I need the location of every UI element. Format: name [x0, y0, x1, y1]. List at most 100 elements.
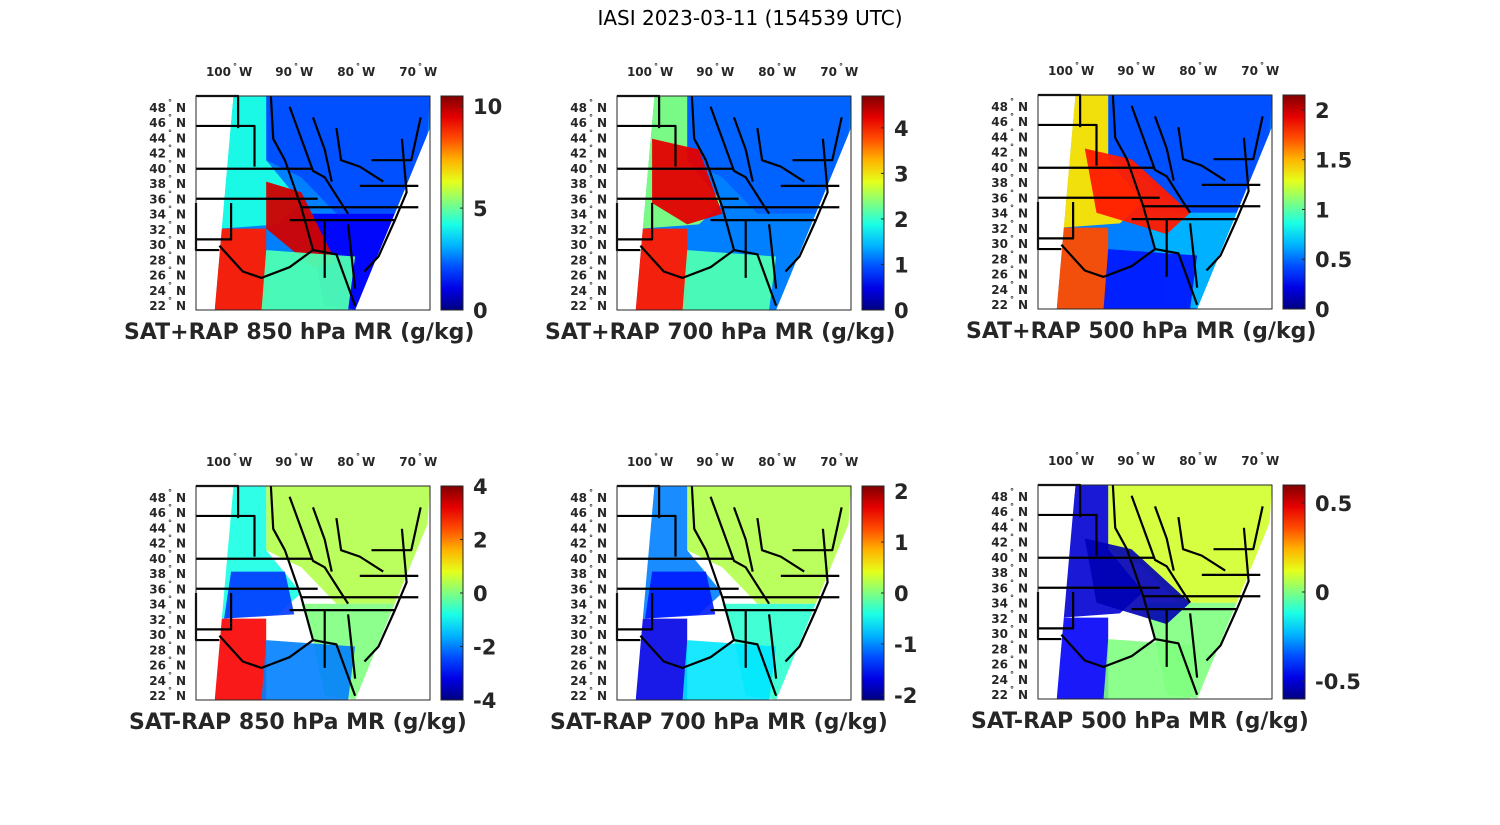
degree-symbol: ° — [1010, 563, 1014, 572]
degree-symbol: ° — [168, 220, 172, 229]
region-northeast-great-lakes — [1108, 95, 1272, 213]
axes-frame — [616, 95, 852, 311]
lat-hemisphere: N — [1018, 268, 1028, 282]
region-northeast-great-lakes — [266, 96, 430, 214]
lat-tick-label: 46 — [149, 506, 166, 520]
lat-tick-label: 42 — [991, 536, 1008, 550]
lat-hemisphere: N — [176, 506, 186, 520]
degree-symbol: ° — [715, 62, 719, 71]
lat-hemisphere: N — [176, 116, 186, 130]
lat-tick-label: 46 — [149, 116, 166, 130]
lat-tick-label: 48 — [991, 100, 1008, 114]
lon-tick-label: 90 — [1117, 454, 1134, 468]
map-svg: 100 ° W 90 ° W 80 ° W 70 ° W48 ° N46 ° N44 ° N42 ° N40 ° N38 °… — [991, 61, 1352, 322]
degree-symbol: ° — [1010, 112, 1014, 121]
lat-tick-label: 24 — [991, 673, 1008, 687]
lat-hemisphere: N — [176, 582, 186, 596]
colorbar-tick-label: 2 — [473, 529, 488, 553]
lon-hemisphere: W — [424, 455, 437, 469]
axes-frame — [1037, 94, 1273, 310]
lon-hemisphere: W — [660, 65, 673, 79]
lon-tick-label: 100 — [627, 65, 652, 79]
lat-tick-label: 38 — [991, 566, 1008, 580]
degree-symbol: ° — [168, 656, 172, 665]
lat-hemisphere: N — [176, 613, 186, 627]
degree-symbol: ° — [233, 452, 237, 461]
map-axes: 100 ° W 90 ° W 80 ° W 70 ° W48 ° N46 ° N44 ° N42 ° N40 ° N38 °… — [570, 62, 908, 323]
map-svg: 100 ° W 90 ° W 80 ° W 70 ° W48 ° N46 ° N44 ° N42 ° N40 ° N38 °… — [149, 452, 496, 713]
lon-tick-label: 80 — [758, 455, 775, 469]
state-boundaries — [615, 484, 843, 697]
degree-symbol: ° — [1010, 517, 1014, 526]
lat-hemisphere: N — [176, 284, 186, 298]
degree-symbol: ° — [1075, 451, 1079, 460]
colorbar-tick-label: 3 — [894, 162, 909, 186]
map-axes: 100 ° W 90 ° W 80 ° W 70 ° W48 ° N46 ° N44 ° N42 ° N40 ° N38 °… — [149, 452, 496, 713]
colorbar-tick-label: -4 — [473, 689, 496, 713]
lat-hemisphere: N — [176, 674, 186, 688]
lon-hemisphere: W — [424, 65, 437, 79]
lat-hemisphere: N — [176, 101, 186, 115]
colorbar-tick-label: 0 — [894, 299, 909, 323]
lat-hemisphere: N — [1018, 130, 1028, 144]
lat-hemisphere: N — [597, 598, 607, 612]
map-panel-1: 100 ° W 90 ° W 80 ° W 70 ° W 48 ° N 46 ° N 44 ° N 42 ° N 40 ° N 38 °… — [116, 56, 536, 356]
degree-symbol: ° — [418, 62, 422, 71]
map-panel-6: 100 ° W 90 ° W 80 ° W 70 ° W 48 ° N 46 ° N 44 ° N 42 ° N 40 ° N 38 °… — [958, 445, 1378, 745]
lat-hemisphere: N — [597, 552, 607, 566]
lat-tick-label: 48 — [149, 491, 166, 505]
lat-hemisphere: N — [176, 192, 186, 206]
degree-symbol: ° — [168, 266, 172, 275]
degree-symbol: ° — [777, 452, 781, 461]
degree-symbol: ° — [1010, 265, 1014, 274]
degree-symbol: ° — [589, 98, 593, 107]
lat-tick-label: 46 — [570, 506, 587, 520]
lon-tick-label: 100 — [627, 455, 652, 469]
colorbar-tick-label: 0 — [473, 582, 488, 606]
lat-hemisphere: N — [1018, 642, 1028, 656]
degree-symbol: ° — [1075, 61, 1079, 70]
degree-symbol: ° — [1010, 249, 1014, 258]
lat-tick-label: 22 — [149, 299, 166, 313]
lon-hemisphere: W — [660, 455, 673, 469]
colorbar: 0 1 2 3 4 — [861, 95, 909, 323]
lon-tick-label: 70 — [399, 455, 416, 469]
lat-hemisphere: N — [176, 598, 186, 612]
map-svg: 100 ° W 90 ° W 80 ° W 70 ° W48 ° N46 ° N44 ° N42 ° N40 ° N38 °… — [570, 62, 908, 323]
panel-title: SAT+RAP 850 hPa MR (g/kg) — [124, 320, 475, 345]
degree-symbol: ° — [168, 174, 172, 183]
degree-symbol: ° — [589, 488, 593, 497]
colorbar-tick-label: 0 — [1315, 298, 1330, 322]
lat-hemisphere: N — [597, 582, 607, 596]
colorbar-tick-label: 5 — [473, 197, 488, 221]
lon-hemisphere: W — [1204, 454, 1217, 468]
lat-tick-label: 32 — [991, 612, 1008, 626]
lat-tick-label: 38 — [991, 176, 1008, 190]
degree-symbol: ° — [168, 640, 172, 649]
degree-symbol: ° — [1010, 487, 1014, 496]
lat-tick-label: 26 — [570, 269, 587, 283]
lat-tick-label: 48 — [991, 490, 1008, 504]
degree-symbol: ° — [1010, 639, 1014, 648]
degree-symbol: ° — [589, 128, 593, 137]
degree-symbol: ° — [1010, 533, 1014, 542]
lat-hemisphere: N — [176, 659, 186, 673]
lat-hemisphere: N — [597, 491, 607, 505]
lat-tick-label: 32 — [991, 222, 1008, 236]
lat-hemisphere: N — [1018, 490, 1028, 504]
degree-symbol: ° — [1010, 127, 1014, 136]
degree-symbol: ° — [1260, 451, 1264, 460]
degree-symbol: ° — [1010, 143, 1014, 152]
lat-tick-label: 42 — [570, 147, 587, 161]
degree-symbol: ° — [589, 266, 593, 275]
degree-symbol: ° — [1010, 502, 1014, 511]
map-panel-3: 100 ° W 90 ° W 80 ° W 70 ° W 48 ° N 46 ° N 44 ° N 42 ° N 40 ° N 38 °… — [958, 55, 1378, 355]
lat-tick-label: 26 — [570, 659, 587, 673]
lat-tick-label: 30 — [149, 628, 166, 642]
panel-title: SAT-RAP 500 hPa MR (g/kg) — [971, 709, 1309, 734]
lon-hemisphere: W — [1142, 454, 1155, 468]
lon-hemisphere: W — [362, 455, 375, 469]
lat-tick-label: 34 — [991, 597, 1008, 611]
degree-symbol: ° — [589, 174, 593, 183]
degree-symbol: ° — [168, 488, 172, 497]
